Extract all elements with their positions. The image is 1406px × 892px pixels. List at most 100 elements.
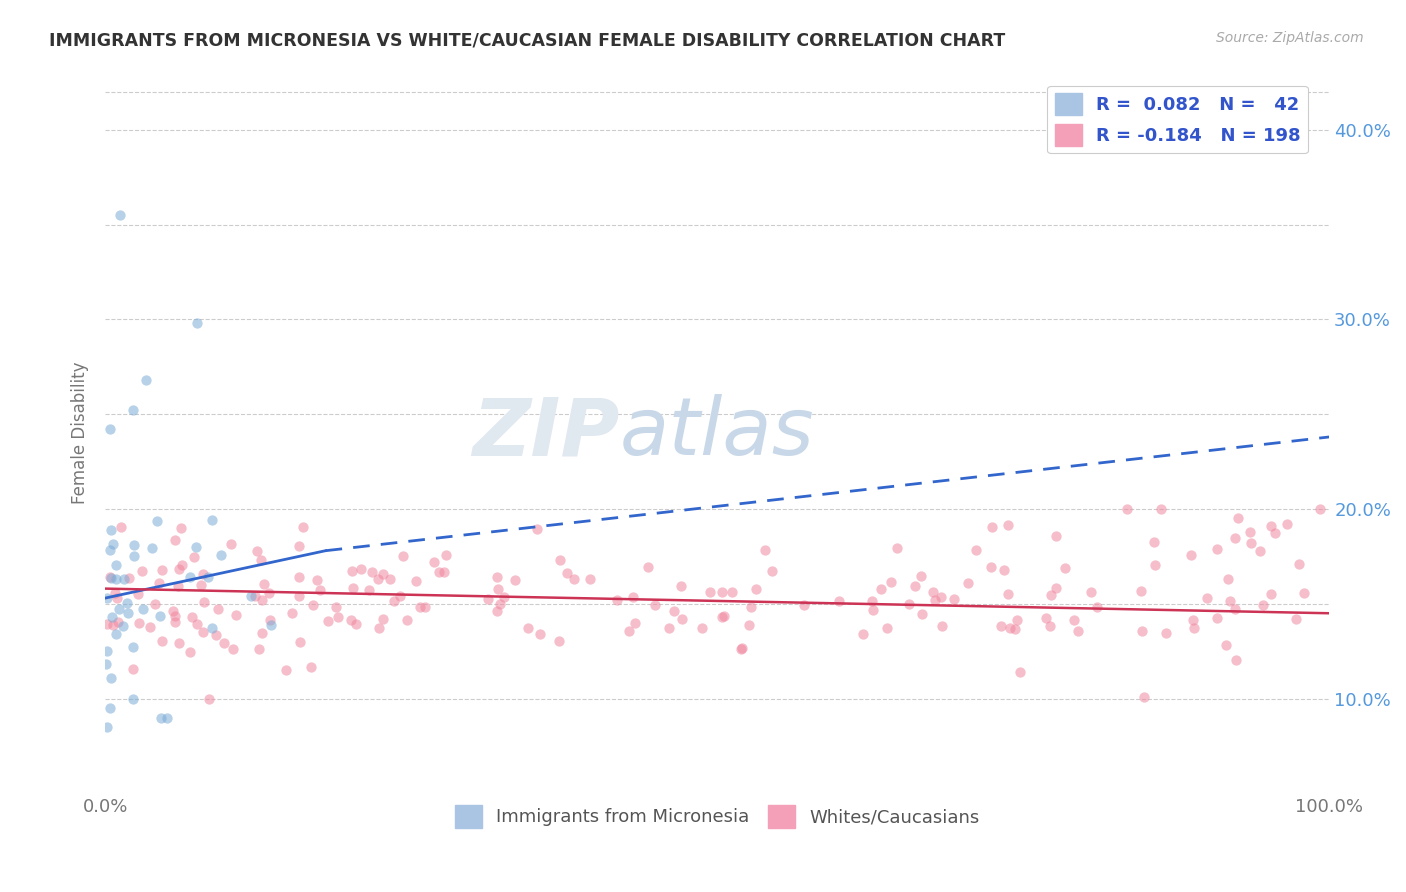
Point xyxy=(212,635,235,649)
Point xyxy=(965,543,987,558)
Point xyxy=(1035,611,1057,625)
Point xyxy=(981,519,1004,533)
Point xyxy=(309,583,332,598)
Point xyxy=(122,403,145,417)
Point xyxy=(104,585,127,599)
Point xyxy=(1260,519,1282,533)
Point xyxy=(621,591,644,605)
Point xyxy=(1045,529,1067,543)
Point xyxy=(924,592,946,607)
Point xyxy=(101,618,124,632)
Point xyxy=(207,601,229,615)
Point xyxy=(980,560,1002,574)
Point xyxy=(1143,558,1166,572)
Point xyxy=(186,540,208,554)
Point xyxy=(624,616,647,631)
Point xyxy=(167,579,190,593)
Point xyxy=(288,570,311,584)
Point xyxy=(100,701,122,715)
Point xyxy=(121,662,143,676)
Point xyxy=(1223,531,1246,545)
Text: IMMIGRANTS FROM MICRONESIA VS WHITE/CAUCASIAN FEMALE DISABILITY CORRELATION CHAR: IMMIGRANTS FROM MICRONESIA VS WHITE/CAUC… xyxy=(49,31,1005,49)
Point xyxy=(250,626,273,640)
Point xyxy=(100,571,122,585)
Point xyxy=(179,645,201,659)
Point xyxy=(197,570,219,584)
Point xyxy=(328,609,350,624)
Point xyxy=(170,520,193,534)
Point xyxy=(1197,591,1219,605)
Point xyxy=(1253,598,1275,612)
Point xyxy=(150,711,173,725)
Point xyxy=(165,533,187,547)
Point xyxy=(101,610,124,624)
Point xyxy=(526,522,548,536)
Point xyxy=(388,589,411,603)
Point xyxy=(1240,536,1263,550)
Point xyxy=(1239,524,1261,539)
Point xyxy=(489,598,512,612)
Point xyxy=(100,523,122,537)
Point xyxy=(879,575,901,590)
Point xyxy=(105,591,128,606)
Point xyxy=(193,624,215,639)
Point xyxy=(1129,583,1152,598)
Point xyxy=(1294,586,1316,600)
Point xyxy=(179,570,201,584)
Text: Source: ZipAtlas.com: Source: ZipAtlas.com xyxy=(1216,31,1364,45)
Point xyxy=(94,657,117,672)
Point xyxy=(1288,557,1310,571)
Point xyxy=(108,208,131,222)
Point xyxy=(291,520,314,534)
Point xyxy=(132,601,155,615)
Point xyxy=(731,640,754,655)
Point xyxy=(852,627,875,641)
Point xyxy=(110,520,132,534)
Point xyxy=(606,593,628,607)
Point xyxy=(186,617,208,632)
Y-axis label: Female Disability: Female Disability xyxy=(72,362,89,504)
Point xyxy=(761,564,783,578)
Point xyxy=(288,635,311,649)
Point xyxy=(1260,587,1282,601)
Point xyxy=(1223,602,1246,616)
Point xyxy=(1215,638,1237,652)
Point xyxy=(664,604,686,618)
Text: ZIP: ZIP xyxy=(472,394,619,472)
Point xyxy=(342,581,364,595)
Point xyxy=(138,620,160,634)
Point xyxy=(104,558,127,573)
Point xyxy=(486,603,509,617)
Point xyxy=(1156,626,1178,640)
Point xyxy=(1226,511,1249,525)
Point xyxy=(562,572,585,586)
Point xyxy=(1045,582,1067,596)
Point xyxy=(222,641,245,656)
Point xyxy=(134,373,156,387)
Point xyxy=(117,606,139,620)
Point xyxy=(146,515,169,529)
Point xyxy=(131,564,153,578)
Point xyxy=(259,618,281,632)
Point xyxy=(367,572,389,586)
Point xyxy=(713,609,735,624)
Point xyxy=(141,541,163,555)
Point xyxy=(391,549,413,564)
Point xyxy=(1040,588,1063,602)
Point xyxy=(122,538,145,552)
Point xyxy=(931,619,953,633)
Point xyxy=(316,614,339,628)
Point xyxy=(143,597,166,611)
Point xyxy=(1080,584,1102,599)
Point xyxy=(209,549,232,563)
Point xyxy=(287,589,309,603)
Point xyxy=(710,584,733,599)
Point xyxy=(107,615,129,630)
Point xyxy=(191,566,214,581)
Point xyxy=(1218,573,1240,587)
Point xyxy=(96,644,118,658)
Point xyxy=(378,572,401,586)
Point xyxy=(1085,599,1108,614)
Point xyxy=(415,600,437,615)
Point xyxy=(904,579,927,593)
